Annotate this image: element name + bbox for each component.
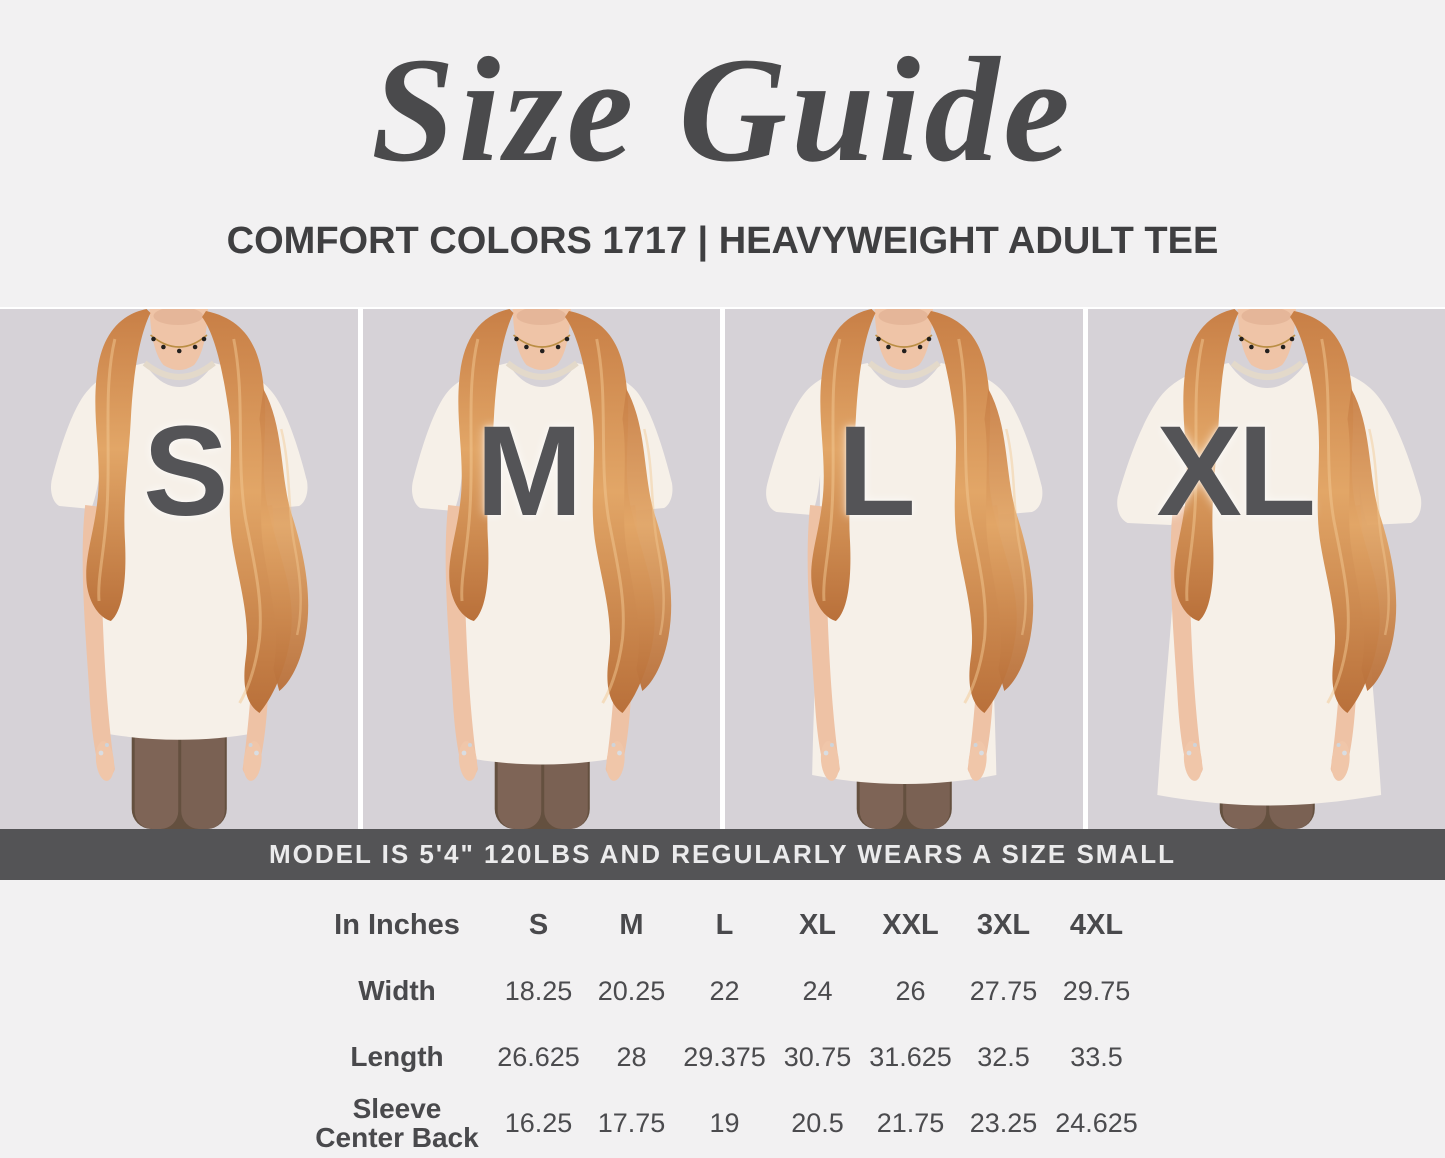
size-value: 24 — [771, 976, 864, 1007]
size-value: 24.625 — [1050, 1108, 1143, 1139]
size-value: 26.625 — [492, 1042, 585, 1073]
size-value: 21.75 — [864, 1108, 957, 1139]
size-col-header: XL — [771, 909, 864, 942]
photo-panel-small: S — [0, 309, 358, 829]
photo-panel-medium: M — [363, 309, 721, 829]
photo-panel-xlarge: XL — [1088, 309, 1445, 829]
size-value: 29.75 — [1050, 976, 1143, 1007]
size-value: 31.625 — [864, 1042, 957, 1073]
size-value: 33.5 — [1050, 1042, 1143, 1073]
size-col-header: L — [678, 909, 771, 942]
size-letter-overlay: S — [7, 407, 358, 537]
model-photo-illustration — [1088, 309, 1445, 829]
model-note-text: MODEL IS 5'4" 120LBS AND REGULARLY WEARS… — [269, 839, 1176, 870]
model-note-banner: MODEL IS 5'4" 120LBS AND REGULARLY WEARS… — [0, 829, 1445, 880]
size-value: 26 — [864, 976, 957, 1007]
size-value: 23.25 — [957, 1108, 1050, 1139]
row-label-width: Width — [302, 976, 492, 1005]
size-value: 29.375 — [678, 1042, 771, 1073]
size-value: 32.5 — [957, 1042, 1050, 1073]
size-table-section: In Inches S M L XL XXL 3XL 4XL Width 18.… — [0, 880, 1445, 1158]
size-col-header: 3XL — [957, 909, 1050, 942]
size-value: 30.75 — [771, 1042, 864, 1073]
size-table: In Inches S M L XL XXL 3XL 4XL Width 18.… — [302, 880, 1143, 1156]
size-value: 20.5 — [771, 1108, 864, 1139]
size-letter-overlay: XL — [1088, 407, 1414, 537]
size-col-header: S — [492, 909, 585, 942]
size-letter-overlay: L — [725, 407, 1056, 537]
size-col-header: 4XL — [1050, 909, 1143, 942]
photo-panel-large: L — [725, 309, 1083, 829]
size-value: 28 — [585, 1042, 678, 1073]
size-value: 19 — [678, 1108, 771, 1139]
size-letter-overlay: M — [363, 407, 709, 537]
size-col-header: XXL — [864, 909, 957, 942]
model-photo-illustration — [363, 309, 721, 829]
page-subtitle: COMFORT COLORS 1717 | HEAVYWEIGHT ADULT … — [0, 220, 1445, 263]
size-photo-strip: S M L XL — [0, 307, 1445, 829]
size-col-header: M — [585, 909, 678, 942]
size-value: 17.75 — [585, 1108, 678, 1139]
size-value: 27.75 — [957, 976, 1050, 1007]
row-label-sleeve-center-back: Sleeve Center Back — [302, 1094, 492, 1153]
size-value: 20.25 — [585, 976, 678, 1007]
page-title: Size Guide — [0, 0, 1445, 214]
size-value: 22 — [678, 976, 771, 1007]
size-value: 18.25 — [492, 976, 585, 1007]
model-photo-illustration — [725, 309, 1083, 829]
row-label-length: Length — [302, 1042, 492, 1071]
unit-label: In Inches — [302, 909, 492, 942]
model-photo-illustration — [0, 309, 358, 829]
header: Size Guide COMFORT COLORS 1717 | HEAVYWE… — [0, 0, 1445, 307]
size-value: 16.25 — [492, 1108, 585, 1139]
